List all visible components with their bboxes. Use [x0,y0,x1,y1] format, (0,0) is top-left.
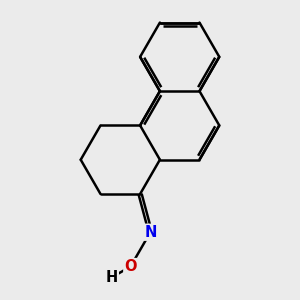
Text: N: N [144,225,157,240]
Text: O: O [124,259,137,274]
Text: H: H [106,270,118,285]
